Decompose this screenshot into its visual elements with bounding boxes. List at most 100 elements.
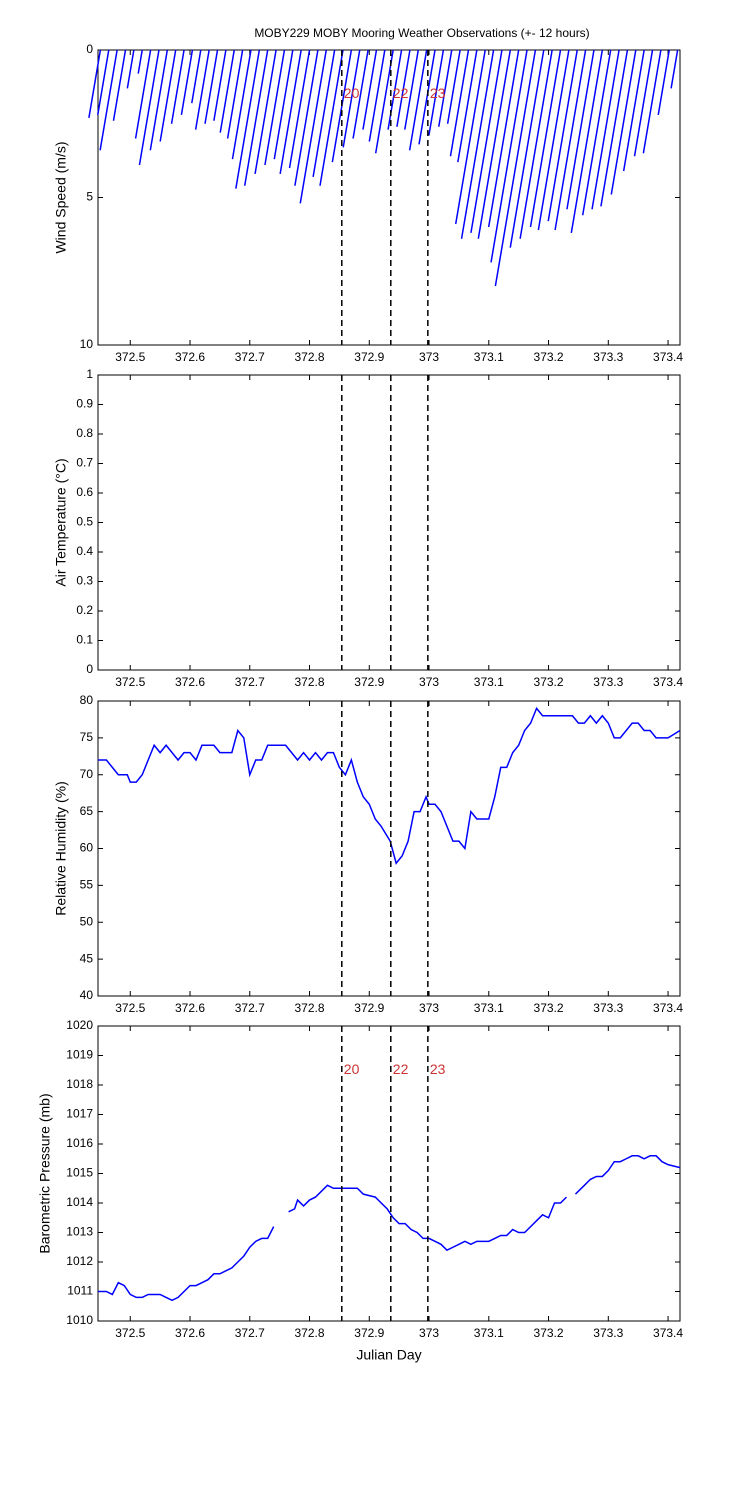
y-tick-label: 60 bbox=[80, 841, 94, 855]
x-tick-label: 373 bbox=[419, 675, 439, 689]
x-tick-label: 372.7 bbox=[235, 1326, 265, 1340]
wind-stick bbox=[312, 49, 336, 177]
wind-stick bbox=[191, 49, 202, 104]
x-tick-label: 372.8 bbox=[295, 1326, 325, 1340]
y-tick-label: 75 bbox=[80, 730, 94, 744]
panel: 372.5 372.6 372.7 372.8 372.9 373 373.1 373.2 37… bbox=[53, 693, 684, 1015]
wind-stick bbox=[460, 49, 495, 239]
wind-stick bbox=[149, 49, 169, 151]
y-axis-label: Wind Speed (m/s) bbox=[53, 141, 69, 253]
wind-stick bbox=[494, 49, 537, 287]
wind-stick bbox=[487, 49, 520, 228]
event-label: 23 bbox=[430, 1061, 446, 1077]
x-tick-label: 373 bbox=[419, 1326, 439, 1340]
wind-stick bbox=[331, 49, 353, 163]
wind-stick bbox=[180, 49, 194, 116]
wind-stick bbox=[273, 49, 294, 160]
wind-stick bbox=[470, 49, 503, 234]
y-tick-label: 55 bbox=[80, 878, 94, 892]
wind-stick bbox=[194, 49, 210, 130]
wind-stick bbox=[591, 49, 620, 210]
event-label: 22 bbox=[393, 1061, 409, 1077]
x-tick-label: 372.8 bbox=[295, 675, 325, 689]
x-tick-label: 372.5 bbox=[115, 1001, 145, 1015]
y-tick-label: 1012 bbox=[66, 1254, 93, 1268]
y-tick-label: 0 bbox=[86, 662, 93, 676]
y-tick-label: 1015 bbox=[66, 1166, 93, 1180]
event-label: 22 bbox=[393, 85, 409, 101]
figure-title: MOBY229 MOBY Mooring Weather Observation… bbox=[254, 26, 589, 40]
y-tick-label: 0.7 bbox=[76, 456, 93, 470]
wind-stick bbox=[418, 49, 436, 145]
y-tick-label: 0.4 bbox=[76, 544, 93, 558]
x-tick-label: 372.8 bbox=[295, 1001, 325, 1015]
y-axis-label: Relative Humidity (%) bbox=[53, 781, 69, 916]
wind-stick bbox=[138, 49, 160, 166]
wind-stick bbox=[610, 49, 637, 195]
wind-stick bbox=[529, 49, 562, 228]
wind-stick bbox=[670, 49, 679, 89]
x-tick-label: 373.1 bbox=[474, 1326, 504, 1340]
x-axis-label: Julian Day bbox=[356, 1347, 421, 1363]
wind-stick bbox=[477, 49, 512, 239]
wind-stick bbox=[408, 49, 428, 151]
y-tick-label: 80 bbox=[80, 693, 94, 707]
event-label: 20 bbox=[344, 1061, 360, 1077]
wind-stick bbox=[633, 49, 654, 157]
y-tick-label: 0.8 bbox=[76, 426, 93, 440]
x-tick-label: 372.7 bbox=[235, 350, 265, 364]
x-tick-label: 372.5 bbox=[115, 1326, 145, 1340]
wind-stick bbox=[428, 49, 445, 136]
y-tick-label: 0.1 bbox=[76, 633, 93, 647]
wind-stick bbox=[454, 49, 486, 225]
y-tick-label: 1010 bbox=[66, 1313, 93, 1327]
wind-stick bbox=[264, 49, 286, 166]
wind-stick bbox=[449, 49, 470, 157]
x-tick-label: 373.2 bbox=[534, 1001, 564, 1015]
y-tick-label: 1020 bbox=[66, 1018, 93, 1032]
y-tick-label: 10 bbox=[80, 337, 94, 351]
plot-frame bbox=[97, 1025, 681, 1322]
wind-stick bbox=[231, 49, 252, 160]
wind-stick bbox=[219, 49, 235, 133]
wind-stick bbox=[213, 49, 227, 121]
x-tick-label: 372.6 bbox=[175, 675, 205, 689]
wind-stick bbox=[134, 49, 152, 139]
wind-stick bbox=[352, 49, 369, 139]
wind-stick bbox=[547, 49, 578, 222]
y-tick-label: 5 bbox=[86, 190, 93, 204]
wind-stick bbox=[490, 49, 528, 263]
x-tick-label: 373.4 bbox=[653, 1326, 683, 1340]
event-label: 20 bbox=[344, 85, 360, 101]
wind-stick bbox=[112, 49, 127, 121]
wind-stick bbox=[537, 49, 570, 231]
wind-stick bbox=[342, 49, 361, 148]
data-line bbox=[98, 1155, 681, 1302]
panel: 372.5 372.6 372.7 372.8 372.9 373 373.1 373.2 37… bbox=[53, 42, 684, 364]
wind-stick bbox=[226, 49, 244, 139]
y-tick-label: 40 bbox=[80, 988, 94, 1002]
x-tick-label: 372.9 bbox=[354, 1001, 384, 1015]
x-tick-label: 372.9 bbox=[354, 350, 384, 364]
x-tick-label: 373.3 bbox=[593, 1326, 623, 1340]
wind-stick bbox=[570, 49, 604, 234]
plot-frame bbox=[97, 374, 681, 671]
x-tick-label: 373.4 bbox=[653, 1001, 683, 1015]
data-line bbox=[98, 706, 681, 865]
x-tick-label: 373.2 bbox=[534, 1326, 564, 1340]
y-tick-label: 1014 bbox=[66, 1195, 93, 1209]
wind-stick bbox=[99, 49, 118, 151]
wind-stick bbox=[88, 49, 102, 118]
x-tick-label: 373.3 bbox=[593, 675, 623, 689]
wind-stick bbox=[170, 49, 185, 124]
x-tick-label: 373.2 bbox=[534, 350, 564, 364]
wind-stick bbox=[519, 49, 553, 239]
y-tick-label: 70 bbox=[80, 767, 94, 781]
x-tick-label: 373 bbox=[419, 1001, 439, 1015]
x-tick-label: 372.7 bbox=[235, 1001, 265, 1015]
x-tick-label: 372.9 bbox=[354, 1326, 384, 1340]
wind-stick bbox=[159, 49, 177, 142]
x-tick-label: 372.6 bbox=[175, 1326, 205, 1340]
x-tick-label: 372.7 bbox=[235, 675, 265, 689]
